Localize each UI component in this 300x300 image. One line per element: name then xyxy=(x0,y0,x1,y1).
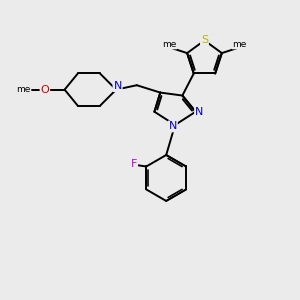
Text: O: O xyxy=(40,85,49,94)
Text: me: me xyxy=(232,40,247,49)
Text: S: S xyxy=(201,35,208,46)
Text: me: me xyxy=(16,85,31,94)
Text: me: me xyxy=(162,40,177,49)
Text: F: F xyxy=(131,158,137,169)
Text: N: N xyxy=(169,122,177,131)
Text: N: N xyxy=(195,107,203,117)
Text: N: N xyxy=(113,81,122,91)
